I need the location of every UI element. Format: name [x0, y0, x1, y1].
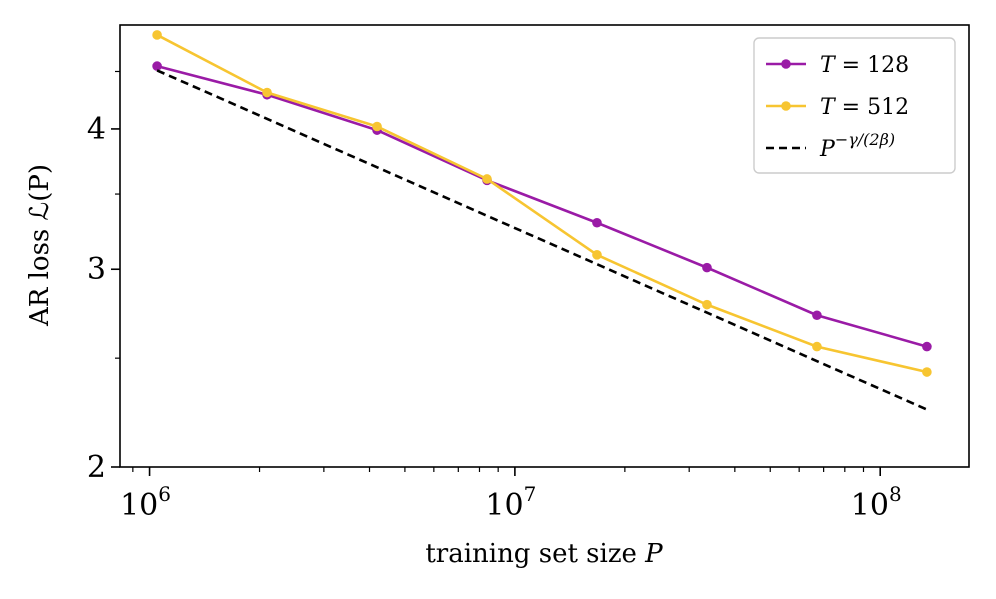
x-tick-label: 108	[851, 482, 902, 523]
series-line-1	[156, 64, 928, 348]
data-point	[152, 61, 162, 71]
x-tick-label: 106	[120, 482, 171, 523]
data-point	[592, 217, 602, 228]
series-line-3	[156, 69, 928, 411]
legend-label-3: P−γ/(2β)	[819, 130, 895, 162]
plot-area	[152, 30, 932, 411]
legend-label-2: T = 512	[820, 95, 909, 120]
axes: 106 107 108 2 3 4	[87, 24, 970, 523]
legend-marker-1	[781, 59, 791, 69]
legend-label-1: T = 128	[820, 53, 909, 78]
y-tick-label: 2	[87, 450, 106, 485]
legend-box	[753, 37, 956, 174]
series-line-2	[156, 33, 928, 374]
y-tick-label: 4	[87, 112, 106, 147]
y-axis-label: AR loss ℒ(P)	[25, 164, 55, 327]
legend: T = 128 T = 512 P−γ/(2β)	[753, 37, 956, 174]
x-tick-label: 107	[485, 482, 536, 523]
data-point	[372, 121, 382, 132]
data-point	[922, 367, 932, 377]
y-tick-label: 3	[87, 252, 106, 287]
data-point	[702, 262, 712, 273]
data-point	[592, 250, 602, 260]
data-point	[922, 341, 932, 352]
data-point	[152, 30, 162, 40]
plot-frame	[119, 24, 970, 468]
data-point	[262, 87, 272, 98]
data-point	[482, 174, 492, 184]
data-point	[812, 341, 822, 352]
x-axis-label: training set size P	[425, 539, 663, 569]
legend-marker-2	[781, 101, 791, 111]
data-point	[702, 299, 712, 310]
data-point	[812, 310, 822, 321]
